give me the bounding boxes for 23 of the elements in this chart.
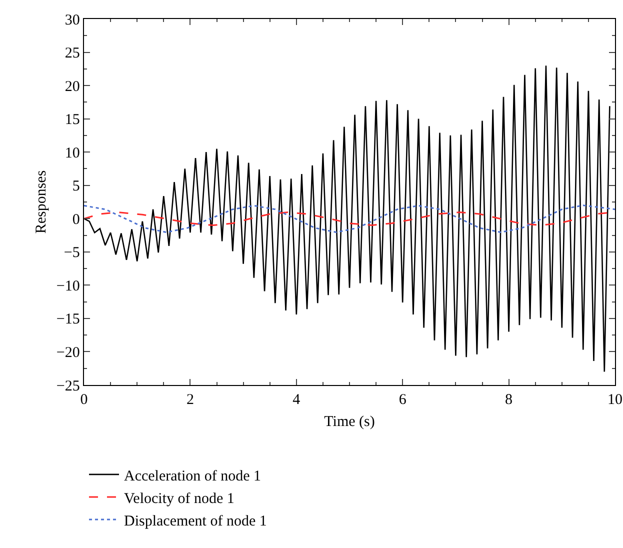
y-tick-label: 10: [64, 145, 80, 162]
line-series: [84, 204, 615, 234]
legend-label: Acceleration of node 1: [124, 468, 262, 484]
y-tick-label: −15: [56, 312, 80, 328]
y-tick-label: 5: [72, 178, 80, 195]
x-tick-label: 2: [186, 392, 194, 408]
x-tick-label: 10: [608, 392, 622, 408]
y-tick-label: 20: [64, 78, 80, 95]
x-tick-label: 6: [398, 392, 407, 408]
x-axis-title: Time (s): [324, 414, 375, 430]
y-tick-label: −20: [56, 344, 80, 361]
legend-label: Velocity of node 1: [124, 490, 234, 507]
x-tick-label: 8: [505, 392, 513, 408]
y-tick-label: −10: [56, 278, 80, 294]
y-tick-label: 25: [64, 46, 80, 62]
y-tick-label: 15: [64, 112, 80, 128]
y-tick-label: 0: [72, 212, 80, 228]
x-tick-label: 4: [292, 392, 301, 408]
legend-label: Displacement of node 1: [124, 513, 267, 530]
y-axis-title: Responses: [34, 170, 50, 234]
y-tick-label: −25: [56, 378, 80, 394]
y-tick-label: 30: [64, 12, 80, 28]
y-tick-label: −5: [64, 245, 80, 262]
